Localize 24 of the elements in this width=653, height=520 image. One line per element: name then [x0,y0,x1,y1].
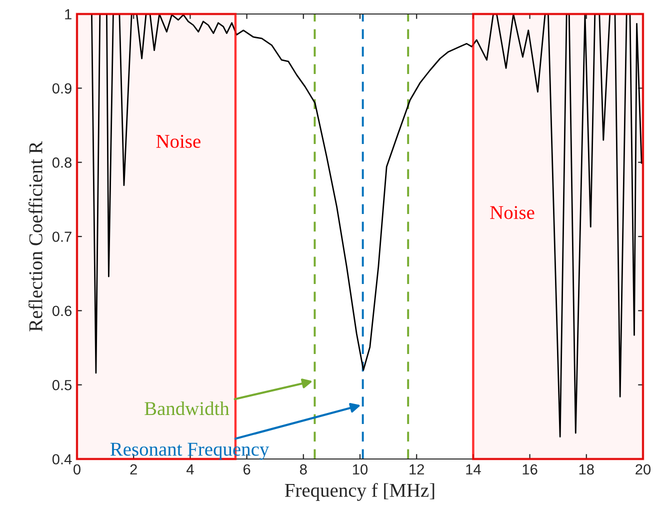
y-tick-label: 0.8 [52,157,72,168]
x-tick-label: 0 [74,464,80,475]
x-tick-label: 4 [186,464,194,474]
x-tick-label: 20 [636,464,651,475]
x-tick-label: 18 [579,464,594,475]
x-tick-label: 14 [466,464,481,474]
x-tick-label: 8 [300,464,307,475]
band-label: Noise [156,134,200,148]
line-series [91,14,642,438]
x-tick-label: 10 [353,464,368,475]
x-tick-label: 6 [243,464,250,475]
y-tick-label: 0.4 [52,454,72,464]
y-tick-label: 0.6 [52,306,72,316]
y-tick-label: 0.7 [52,232,72,242]
y-tick-label: 1 [65,9,72,20]
y-tick-label: 0.9 [52,83,72,94]
x-axis-title: Frequency f [MHz] [284,483,434,501]
y-axis-title: Reflection Coefficient R [28,141,42,332]
y-tick-label: 0.5 [52,380,72,390]
ref-line-label: Bandwidth [144,401,230,416]
x-tick-label: 2 [130,464,137,474]
x-tick-label: 16 [522,464,538,475]
x-tick-label: 12 [410,464,424,474]
band-label: Noise [490,206,534,220]
